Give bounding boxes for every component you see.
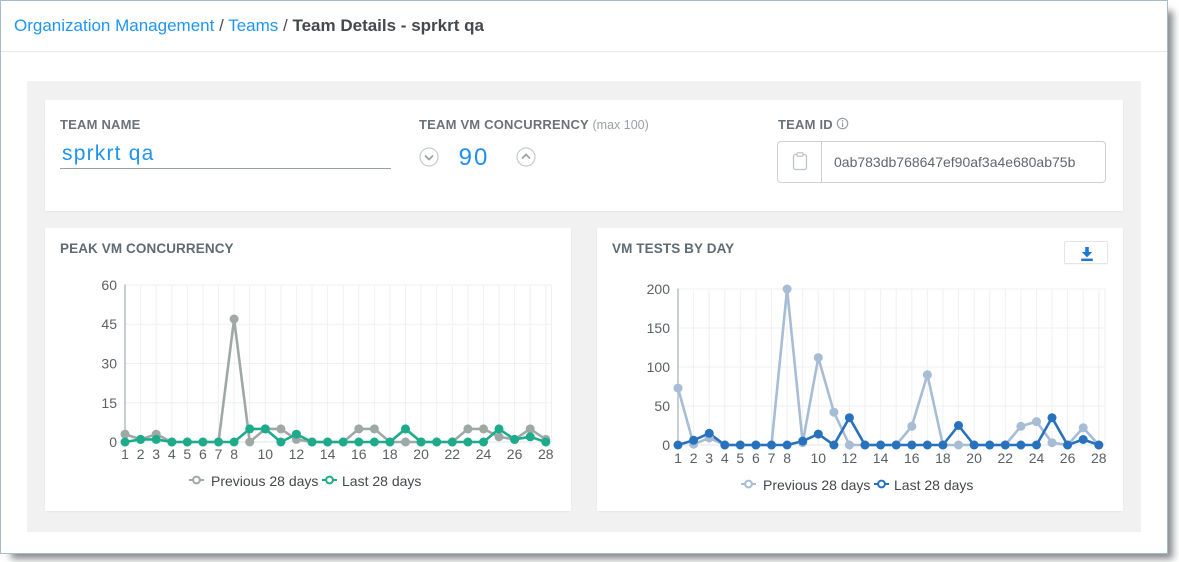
svg-text:6: 6 [752, 450, 760, 466]
svg-text:4: 4 [168, 446, 176, 462]
svg-text:12: 12 [289, 446, 305, 462]
svg-text:6: 6 [199, 446, 207, 462]
svg-text:8: 8 [783, 450, 791, 466]
svg-text:26: 26 [507, 446, 523, 462]
svg-text:28: 28 [538, 446, 554, 462]
svg-text:18: 18 [935, 450, 951, 466]
svg-text:26: 26 [1060, 450, 1076, 466]
svg-text:0: 0 [109, 434, 117, 450]
svg-text:20: 20 [966, 450, 982, 466]
svg-text:24: 24 [1029, 450, 1045, 466]
svg-text:5: 5 [736, 450, 744, 466]
svg-text:200: 200 [647, 281, 671, 297]
svg-text:18: 18 [382, 446, 398, 462]
svg-text:50: 50 [654, 398, 670, 414]
svg-text:7: 7 [768, 450, 776, 466]
svg-text:15: 15 [101, 395, 117, 411]
svg-text:14: 14 [873, 450, 889, 466]
svg-text:24: 24 [476, 446, 492, 462]
svg-text:12: 12 [842, 450, 858, 466]
svg-text:3: 3 [705, 450, 713, 466]
svg-text:100: 100 [647, 359, 671, 375]
svg-text:14: 14 [320, 446, 336, 462]
svg-text:28: 28 [1091, 450, 1107, 466]
svg-text:5: 5 [183, 446, 191, 462]
svg-text:150: 150 [647, 320, 671, 336]
svg-text:1: 1 [674, 450, 682, 466]
svg-text:16: 16 [351, 446, 367, 462]
svg-text:22: 22 [445, 446, 461, 462]
svg-text:4: 4 [721, 450, 729, 466]
svg-text:16: 16 [904, 450, 920, 466]
svg-text:1: 1 [121, 446, 129, 462]
svg-text:45: 45 [101, 316, 117, 332]
svg-text:10: 10 [258, 446, 274, 462]
svg-text:3: 3 [152, 446, 160, 462]
svg-text:20: 20 [413, 446, 429, 462]
svg-text:10: 10 [811, 450, 827, 466]
svg-text:7: 7 [215, 446, 223, 462]
svg-text:60: 60 [101, 277, 117, 293]
svg-text:22: 22 [998, 450, 1014, 466]
svg-text:0: 0 [662, 437, 670, 453]
svg-text:30: 30 [101, 356, 117, 372]
svg-text:2: 2 [137, 446, 145, 462]
svg-text:2: 2 [690, 450, 698, 466]
svg-text:8: 8 [230, 446, 238, 462]
